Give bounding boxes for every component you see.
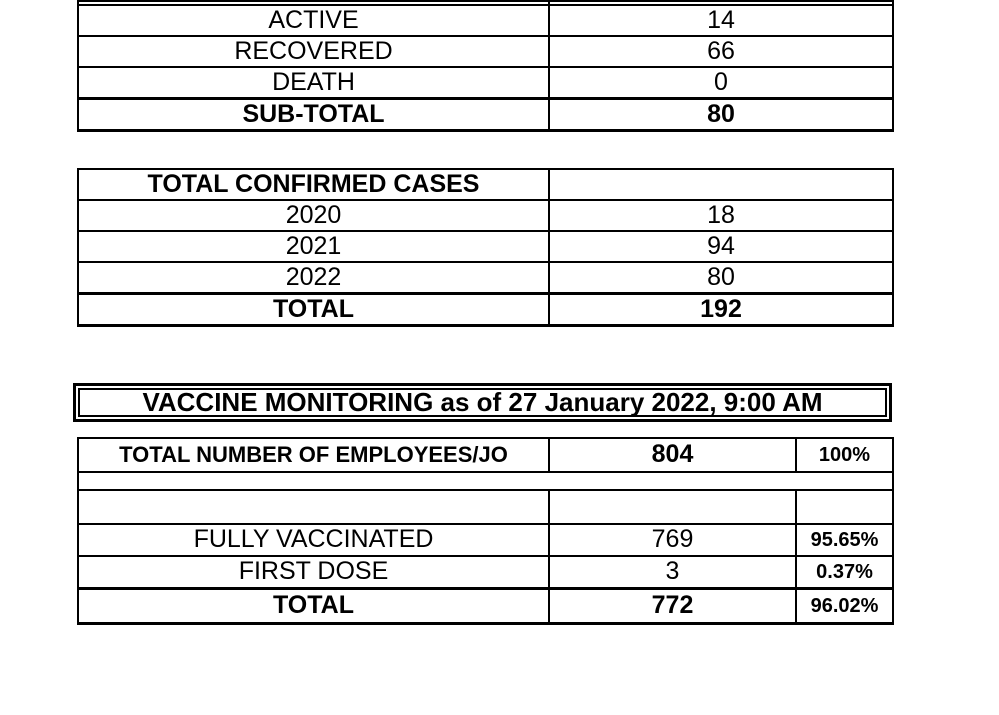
vaccine-empty-row <box>77 489 894 525</box>
case-label-subtotal: SUB-TOTAL <box>77 97 550 132</box>
vaccine-count-fully-vaccinated: 769 <box>548 523 797 557</box>
vaccine-count-total: 772 <box>548 587 797 625</box>
cutoff-value-cell <box>548 0 894 6</box>
confirmed-value-total: 192 <box>548 292 894 327</box>
case-row-subtotal: SUB-TOTAL 80 <box>77 97 894 132</box>
case-row-death: DEATH 0 <box>77 66 894 100</box>
confirmed-row-2020: 2020 18 <box>77 199 894 232</box>
case-label-recovered: RECOVERED <box>77 35 550 68</box>
vaccine-percent-employees: 100% <box>795 437 894 473</box>
confirmed-label-2021: 2021 <box>77 230 550 263</box>
confirmed-label-total: TOTAL <box>77 292 550 327</box>
confirmed-cases-title: TOTAL CONFIRMED CASES <box>77 168 550 201</box>
confirmed-cases-table: TOTAL CONFIRMED CASES 2020 18 2021 94 20… <box>77 168 894 327</box>
vaccine-count-first-dose: 3 <box>548 555 797 590</box>
confirmed-value-2020: 18 <box>548 199 894 232</box>
confirmed-cases-header-row: TOTAL CONFIRMED CASES <box>77 168 894 201</box>
confirmed-label-2022: 2022 <box>77 261 550 295</box>
case-value-recovered: 66 <box>548 35 894 68</box>
vaccine-count-employees: 804 <box>548 437 797 473</box>
case-value-active: 14 <box>548 4 894 37</box>
cutoff-table-row <box>77 0 894 6</box>
confirmed-row-total: TOTAL 192 <box>77 292 894 327</box>
vaccine-empty-percent-cell <box>795 489 894 525</box>
case-summary-table: ACTIVE 14 RECOVERED 66 DEATH 0 SUB-TOTAL… <box>77 0 894 132</box>
confirmed-cases-header-empty-cell <box>548 168 894 201</box>
vaccine-percent-fully-vaccinated: 95.65% <box>795 523 894 557</box>
cutoff-label-cell <box>77 0 550 6</box>
confirmed-row-2022: 2022 80 <box>77 261 894 295</box>
vaccine-empty-count-cell <box>548 489 797 525</box>
vaccine-monitoring-header: VACCINE MONITORING as of 27 January 2022… <box>73 383 892 422</box>
vaccine-spacer-row <box>77 471 894 491</box>
vaccine-label-total: TOTAL <box>77 587 550 625</box>
vaccine-empty-label-cell <box>77 489 550 525</box>
case-label-death: DEATH <box>77 66 550 100</box>
vaccine-monitoring-table: TOTAL NUMBER OF EMPLOYEES/JO 804 100% FU… <box>77 437 894 625</box>
case-value-death: 0 <box>548 66 894 100</box>
confirmed-value-2021: 94 <box>548 230 894 263</box>
case-row-active: ACTIVE 14 <box>77 4 894 37</box>
vaccine-percent-first-dose: 0.37% <box>795 555 894 590</box>
case-row-recovered: RECOVERED 66 <box>77 35 894 68</box>
vaccine-row-total: TOTAL 772 96.02% <box>77 587 894 625</box>
vaccine-row-first-dose: FIRST DOSE 3 0.37% <box>77 555 894 590</box>
vaccine-label-first-dose: FIRST DOSE <box>77 555 550 590</box>
vaccine-row-employees: TOTAL NUMBER OF EMPLOYEES/JO 804 100% <box>77 437 894 473</box>
confirmed-label-2020: 2020 <box>77 199 550 232</box>
confirmed-row-2021: 2021 94 <box>77 230 894 263</box>
vaccine-monitoring-title: VACCINE MONITORING as of 27 January 2022… <box>78 387 887 417</box>
vaccine-percent-total: 96.02% <box>795 587 894 625</box>
vaccine-row-fully-vaccinated: FULLY VACCINATED 769 95.65% <box>77 523 894 557</box>
vaccine-spacer-cell <box>77 471 894 491</box>
confirmed-value-2022: 80 <box>548 261 894 295</box>
vaccine-label-employees: TOTAL NUMBER OF EMPLOYEES/JO <box>77 437 550 473</box>
vaccine-label-fully-vaccinated: FULLY VACCINATED <box>77 523 550 557</box>
case-value-subtotal: 80 <box>548 97 894 132</box>
case-label-active: ACTIVE <box>77 4 550 37</box>
